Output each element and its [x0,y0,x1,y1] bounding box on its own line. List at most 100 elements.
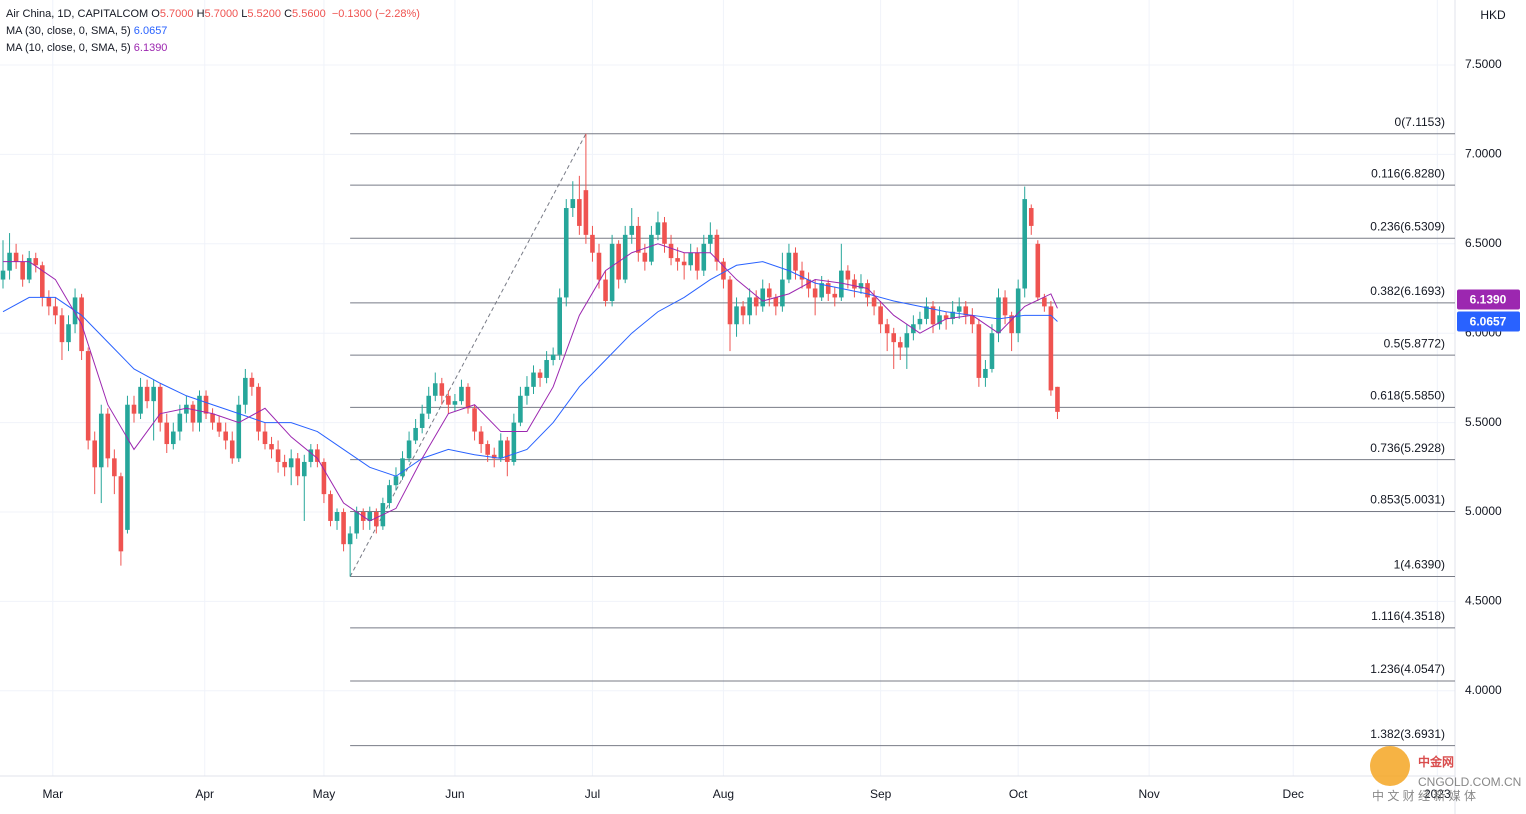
x-tick-label: Apr [195,787,214,801]
candle-body [858,283,864,289]
candle-body [976,324,982,378]
candle-body [511,422,517,462]
candle-body [963,306,969,316]
fib-label: 1(4.6390) [1394,558,1445,572]
candle-body [727,279,733,325]
candle-body [793,252,798,271]
candle-body [747,297,752,316]
candle-body [524,386,530,396]
candle-body [275,449,281,462]
candle-body [1035,243,1041,298]
candle-body [164,422,170,445]
ma-legend-row: MA (10, close, 0, SMA, 5) 6.1390 [6,40,420,57]
candle-body [989,333,995,369]
candle-body [249,377,255,387]
candle-body [262,431,268,445]
candle-body [983,368,988,378]
candle-body [636,225,641,253]
fib-label: 0.5(5.8772) [1384,336,1445,350]
candle-body [210,413,215,423]
candle-body [996,297,1001,334]
candle-body [203,395,209,414]
candle-body [426,395,432,414]
candle-body [570,199,576,209]
candle-body [308,449,314,462]
ma-legend-row: MA (30, close, 0, SMA, 5) 6.0657 [6,23,420,40]
fib-label: 0.618(5.5850) [1370,389,1445,403]
fib-label: 1.382(3.6931) [1370,727,1445,741]
candle-body [662,222,667,244]
candle-body [505,440,510,462]
ohlc-value: 5.5200 [247,8,282,20]
x-tick-label: Dec [1283,787,1304,801]
candle-body [675,258,680,262]
y-tick-label: 5.5000 [1465,415,1502,429]
candle-body [20,261,25,280]
candle-body [184,404,189,414]
candle-body [590,234,595,253]
candle-body [937,315,942,325]
x-tick-label: Nov [1138,787,1159,801]
y-tick-label: 5.0000 [1465,504,1502,518]
candle-body [40,265,45,298]
candle-body [59,315,65,343]
candle-body [812,288,818,298]
candle-body [374,511,379,527]
candle-body [125,404,130,530]
y-tick-label: 4.0000 [1465,683,1502,697]
candle-body [1028,208,1034,226]
candle-body [171,431,176,445]
candle-body [301,461,307,477]
candle-body [1055,386,1060,412]
candle-body [1009,315,1014,334]
candle-body [773,297,779,307]
candle-body [649,234,654,262]
candle-body [806,279,811,289]
candle-body [131,404,137,414]
change: −0.1300 (−2.28%) [331,8,420,20]
candle-body [799,270,805,280]
x-tick-label: Jul [585,787,600,801]
candle-body [603,279,608,302]
fib-label: 0.382(6.1693) [1370,284,1445,298]
candle-body [118,476,124,552]
candle-body [472,408,477,432]
candle-body [760,288,766,307]
candle-body [884,324,890,334]
candle-body [845,270,851,280]
candle-body [413,427,418,441]
candle-body [1042,297,1047,307]
candle-body [865,283,870,298]
candle-body [544,360,549,378]
candle-body [780,279,785,307]
candle-body [229,440,235,459]
ohlc-label: H [196,8,205,20]
candle-body [190,404,196,423]
candle-body [0,270,6,280]
candle-body [897,342,903,348]
fib-label: 0.736(5.2928) [1370,441,1445,455]
candle-body [334,511,340,521]
candle-body [498,440,504,459]
price-tag [1457,311,1520,332]
candle-body [216,422,222,432]
ohlc-value: 5.5600 [292,8,326,20]
candle-body [328,494,333,521]
candle-body [852,279,857,289]
candle-body [1048,306,1054,391]
ma-line [2,261,1058,477]
watermark-logo-icon [1370,746,1410,786]
candle-body [701,243,707,271]
candle-body [321,461,327,495]
candle-body [740,306,746,316]
candle-body [904,333,910,348]
price-tag [1457,289,1520,310]
candle-body [766,288,772,298]
candle-body [970,315,975,325]
candle-body [53,306,58,316]
legend-value: 6.1390 [133,42,168,54]
candle-body [563,208,569,298]
candle-body [157,386,163,423]
candle-body [393,476,399,486]
